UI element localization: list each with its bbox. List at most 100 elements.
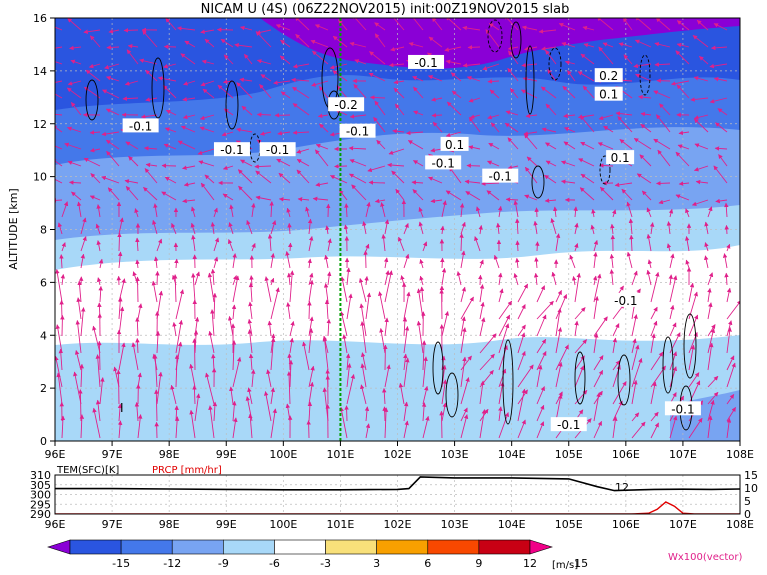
wind-vector: [536, 338, 547, 354]
wind-vector: [440, 225, 445, 235]
colorbar: -15 -12 -9 -6 -3 3 6 9 12 15: [47, 539, 588, 570]
wind-vector: [278, 197, 291, 202]
wind-vector: [690, 97, 709, 102]
colorbar-low-arrow: [47, 539, 71, 555]
wind-vector: [248, 301, 253, 320]
x-tick-label: 103E: [441, 448, 469, 461]
contour-label-bg: [259, 142, 296, 157]
wind-vector: [524, 166, 538, 184]
contour-label-bg: [594, 68, 623, 83]
wind-vector: [247, 387, 253, 405]
vector-legend-label: Wx100(vector): [668, 552, 743, 563]
wind-vector: [381, 234, 386, 252]
wind-vector: [479, 317, 486, 337]
wind-vector: [221, 131, 234, 137]
x-tick-label: 97E: [102, 448, 123, 461]
wind-vector: [137, 414, 143, 439]
wind-vector: [365, 243, 370, 252]
wind-vector: [349, 41, 367, 48]
wind-vector: [102, 89, 120, 99]
wind-vector: [395, 188, 405, 201]
wind-vector: [88, 63, 101, 69]
wind-vector: [55, 113, 63, 116]
wind-vector: [343, 224, 349, 235]
y-tick-label: 12: [33, 118, 47, 131]
wind-vector: [623, 54, 633, 65]
wind-vector: [675, 151, 690, 167]
wind-vector: [170, 384, 177, 405]
wind-vector: [428, 36, 443, 48]
wind-vector: [403, 420, 409, 439]
wind-vector: [593, 369, 604, 388]
wind-vector: [118, 217, 124, 235]
wind-vector: [615, 111, 633, 116]
wind-vector: [239, 77, 253, 83]
wind-vector: [578, 158, 595, 167]
wind-vector: [76, 201, 82, 218]
wind-vector: [238, 185, 253, 201]
wind-vector: [254, 164, 272, 169]
colorbar-label: 3: [373, 557, 380, 570]
wind-vector: [152, 219, 158, 235]
wind-vector: [653, 90, 671, 99]
wind-vector: [135, 259, 140, 269]
wind-vector: [96, 204, 101, 218]
contour-line: [574, 351, 586, 405]
wind-vector: [564, 127, 576, 133]
wind-vector: [319, 123, 329, 133]
wind-vector: [222, 165, 234, 170]
wind-vector: [267, 233, 273, 252]
wind-vector: [460, 250, 466, 269]
wind-vector: [631, 270, 638, 286]
wind-vector: [460, 327, 467, 354]
wind-vector: [248, 413, 253, 439]
wind-vector: [522, 76, 538, 82]
wind-vector: [285, 251, 291, 269]
wind-vector: [217, 84, 234, 99]
y-tick-label: 14: [33, 65, 47, 78]
wind-vector: [666, 243, 672, 252]
wind-vector: [508, 50, 519, 65]
wind-vector: [275, 24, 291, 31]
contour-line: [225, 80, 239, 130]
wind-vector: [354, 59, 367, 65]
wind-vector: [251, 202, 256, 218]
wind-vector: [713, 23, 728, 31]
y-axis-label: ALTITUDE [km]: [7, 188, 20, 269]
wind-vector: [277, 131, 291, 136]
precipitation-line: [55, 501, 740, 514]
sub-x-tick-label: 106E: [612, 518, 640, 531]
wind-vector: [726, 362, 736, 388]
wind-vector: [247, 329, 253, 354]
wind-vector: [432, 121, 443, 133]
wind-vector: [465, 191, 481, 201]
wind-vector: [289, 337, 294, 354]
wind-vector: [497, 205, 503, 218]
overlay-label: I: [120, 401, 124, 415]
wind-vector: [189, 409, 196, 439]
wind-vector: [367, 165, 386, 173]
wind-vector: [322, 336, 329, 371]
wind-vector: [318, 86, 329, 99]
wind-vector: [406, 130, 424, 136]
contour-label: -0.1: [614, 294, 637, 308]
wind-vector: [231, 340, 237, 371]
wind-vector: [155, 270, 160, 286]
wind-vector: [278, 172, 291, 184]
wind-vector: [507, 137, 519, 150]
wind-vector: [67, 126, 82, 133]
wind-vector: [582, 85, 595, 99]
wind-vector: [517, 304, 526, 320]
y-tick-label: 0: [40, 435, 47, 448]
wind-vector: [89, 148, 101, 153]
x-tick-label: 106E: [612, 448, 640, 461]
wind-vector: [631, 379, 638, 405]
wind-vector: [677, 144, 690, 150]
wind-vector: [55, 269, 63, 303]
wind-vector: [631, 314, 638, 337]
wind-vector: [59, 254, 64, 269]
colorbar-swatch: [325, 539, 377, 555]
wind-vector: [460, 377, 470, 405]
wind-vector: [536, 314, 547, 337]
wind-vector: [106, 150, 120, 167]
